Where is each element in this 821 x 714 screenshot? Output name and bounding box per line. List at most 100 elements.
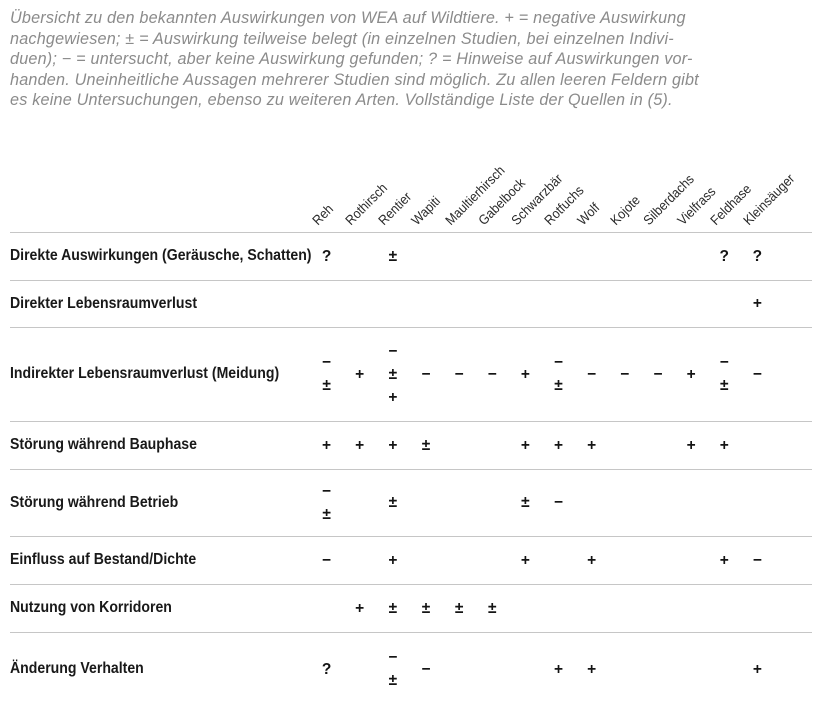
row-cells: − ± ± ± − — [310, 484, 774, 523]
table-row: Änderung Verhalten? − ± − + + + — [10, 633, 812, 706]
table-cell — [741, 438, 774, 453]
table-cell — [542, 249, 575, 264]
figure-page: Übersicht zu den bekannten Auswirkungen … — [0, 8, 821, 706]
effect-symbol: ± — [454, 599, 464, 617]
row-label: Direkter Lebensraumverlust — [10, 295, 310, 313]
table-row: Störung während Bauphase + + + ± + + + + + — [10, 422, 812, 470]
row-label: Störung während Bauphase — [10, 436, 310, 454]
table-cell: + — [675, 344, 708, 405]
effect-symbol: − — [388, 649, 398, 667]
effect-symbol: − — [752, 365, 762, 383]
table-cell — [641, 601, 674, 616]
table-cell: − — [741, 344, 774, 405]
effect-symbol: + — [322, 436, 332, 454]
effect-symbol: + — [520, 436, 530, 454]
table-cell: − — [409, 650, 442, 688]
table-cell — [409, 484, 442, 522]
effect-symbol: ± — [322, 377, 331, 395]
figure-caption: Übersicht zu den bekannten Auswirkungen … — [10, 8, 821, 111]
table-cell: + — [509, 551, 542, 569]
table-cell — [641, 296, 674, 311]
row-label: Störung während Betrieb — [10, 494, 310, 512]
effect-symbol: + — [752, 660, 762, 678]
table-cell — [575, 484, 608, 522]
column-header-label: Kojote — [607, 192, 644, 228]
table-body: Direkte Auswirkungen (Geräusche, Schatte… — [10, 233, 812, 706]
table-cell — [343, 484, 376, 522]
effect-symbol: − — [322, 551, 332, 569]
table-cell: + — [741, 296, 774, 312]
row-label-text: Änderung Verhalten — [10, 660, 144, 678]
effect-symbol: − — [322, 354, 332, 372]
table-cell — [675, 553, 708, 568]
header-column: Reh — [309, 140, 343, 232]
effect-symbol: − — [653, 365, 663, 383]
table-cell — [443, 296, 476, 311]
row-cells: + — [310, 296, 774, 312]
table-row: Störung während Betrieb − ± ± ± − — [10, 470, 812, 537]
table-cell — [310, 296, 343, 311]
effect-symbol: ± — [388, 247, 398, 265]
header-column: Vielfrass — [674, 140, 718, 232]
table-cell — [608, 249, 641, 264]
effect-symbol: − — [752, 551, 762, 569]
caption-line: duen); − = untersucht, aber keine Auswir… — [10, 50, 693, 69]
table-cell — [741, 601, 774, 616]
table-cell — [409, 249, 442, 264]
table-cell: + — [708, 553, 741, 569]
header-column: Silberdachs — [641, 140, 698, 232]
table-cell — [343, 249, 376, 264]
header-column: Wolf — [575, 140, 608, 232]
table-cell: + — [343, 438, 376, 454]
row-cells: + ± ± ± ± — [310, 599, 774, 617]
caption-line: nachgewiesen; ± = Auswirkung teilweise b… — [10, 29, 674, 48]
effect-symbol: ± — [388, 672, 398, 690]
effect-symbol: + — [520, 551, 530, 569]
effect-symbol: ± — [421, 599, 431, 617]
table-cell — [509, 601, 542, 616]
row-label: Nutzung von Korridoren — [10, 599, 310, 617]
row-label-text: Nutzung von Korridoren — [10, 599, 172, 617]
effect-symbol: − — [454, 365, 464, 383]
effect-symbol: + — [520, 365, 530, 383]
table-cell — [476, 438, 509, 453]
table-cell — [608, 438, 641, 453]
row-cells: ? ±?? — [310, 247, 774, 265]
row-cells: ? − ± − + + + — [310, 649, 774, 690]
column-header-label: Reh — [309, 201, 337, 228]
table-cell — [443, 484, 476, 522]
effect-symbol: − — [421, 365, 431, 383]
effect-symbol: + — [554, 436, 564, 454]
table-cell — [641, 553, 674, 568]
effect-symbol: + — [388, 551, 398, 569]
table-cell: ? — [310, 650, 343, 688]
table-cell: ± — [376, 247, 409, 265]
table-cell: ? — [741, 249, 774, 265]
table-cell — [443, 249, 476, 264]
table-cell — [675, 249, 708, 264]
table-cell — [343, 650, 376, 688]
table-cell — [575, 249, 608, 264]
table-cell — [409, 553, 442, 568]
table-cell — [741, 484, 774, 522]
table-row: Nutzung von Korridoren + ± ± ± ± — [10, 585, 812, 633]
column-header-label: Wapiti — [408, 193, 444, 228]
effect-symbol: ? — [321, 247, 332, 265]
effect-symbol: ± — [488, 599, 497, 617]
effect-symbol: − — [719, 354, 729, 372]
effect-symbol: ± — [521, 494, 530, 512]
table-cell — [509, 650, 542, 688]
table-cell: − — [443, 344, 476, 405]
table-cell — [675, 601, 708, 616]
table-cell — [476, 296, 509, 311]
row-label-text: Direkte Auswirkungen (Geräusche, Schatte… — [10, 247, 312, 265]
table-header-row: Reh Rothirsch Rentier Wapiti Maultierhirsch G… — [10, 140, 812, 233]
table-cell: ± — [443, 599, 476, 617]
header-column: Rotfuchs — [541, 140, 586, 232]
caption-line: handen. Uneinheitliche Aussagen mehrerer… — [10, 70, 699, 89]
header-column: Rentier — [376, 140, 415, 232]
caption-line: Übersicht zu den bekannten Auswirkungen … — [10, 9, 686, 27]
table-cell — [476, 249, 509, 264]
table-cell: − ± — [310, 484, 343, 523]
table-cell: − ± — [542, 344, 575, 405]
